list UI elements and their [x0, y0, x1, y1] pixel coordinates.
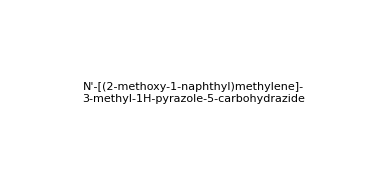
Text: N'-[(2-methoxy-1-naphthyl)methylene]-
3-methyl-1H-pyrazole-5-carbohydrazide: N'-[(2-methoxy-1-naphthyl)methylene]- 3-…	[82, 82, 305, 104]
